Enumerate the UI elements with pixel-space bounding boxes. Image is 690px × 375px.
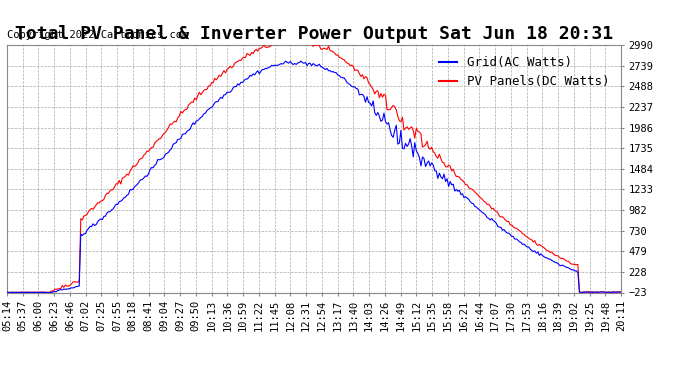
Legend: Grid(AC Watts), PV Panels(DC Watts): Grid(AC Watts), PV Panels(DC Watts) — [433, 51, 615, 93]
Text: Copyright 2022 Cartronics.com: Copyright 2022 Cartronics.com — [7, 30, 188, 39]
Title: Total PV Panel & Inverter Power Output Sat Jun 18 20:31: Total PV Panel & Inverter Power Output S… — [15, 26, 613, 44]
